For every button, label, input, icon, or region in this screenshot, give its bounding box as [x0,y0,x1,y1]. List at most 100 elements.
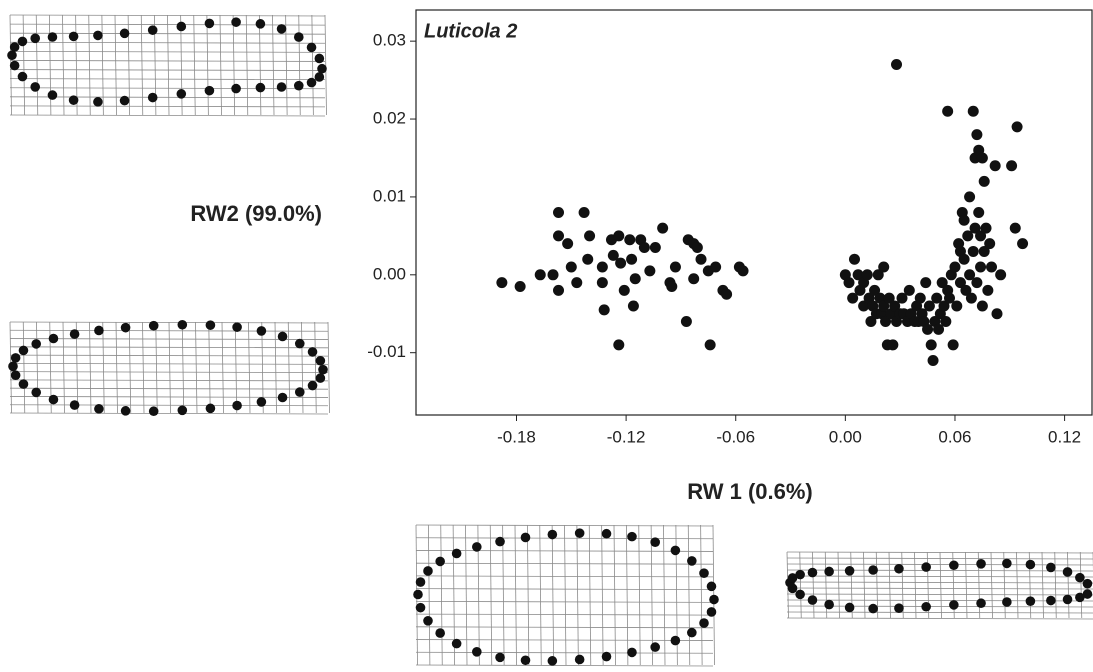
point [973,207,985,218]
landmark [795,569,805,580]
landmark [670,635,681,646]
landmark [232,400,242,411]
grid-rule [245,14,249,116]
point [629,273,641,285]
point [688,273,700,285]
grid-rule [195,321,198,414]
landmark [94,325,104,336]
point [865,316,877,328]
landmark [93,30,103,41]
landmark [276,24,287,34]
point [547,269,559,281]
point [978,175,990,187]
point [991,308,1003,320]
grid-rule [36,321,39,414]
grid-rule [9,87,326,90]
grid-rule [415,639,714,641]
grid-rule [415,575,714,578]
landmark [894,603,904,613]
grid-rule [564,524,567,666]
point [903,284,915,296]
point [872,269,884,281]
deformation-grid [413,524,719,667]
point [938,300,950,312]
landmark [1046,595,1056,606]
landmark [18,345,29,356]
grid-rule [9,105,326,108]
landmark [231,17,241,27]
landmark [119,28,130,39]
point [596,261,608,273]
landmark [255,19,266,29]
landmark [423,566,433,576]
grid-rule [427,524,431,666]
grid-rule [9,362,329,365]
point [887,339,899,351]
grid-rule [35,14,39,116]
grid-rule [9,396,329,398]
grid-rule [232,14,236,116]
point [940,316,952,328]
grid-rule [248,321,251,414]
point [534,269,546,281]
grid-rule [9,69,326,71]
y-axis-label: RW2 (99.0%) [190,201,322,226]
grid-rule [786,557,1093,560]
grid-rule [1041,551,1044,619]
grid-rule [22,321,26,414]
landmark [315,355,326,366]
landmark [30,82,41,92]
point [695,253,707,265]
landmark [472,542,482,552]
point [565,261,577,273]
point [982,284,994,296]
grid-rule [1067,551,1070,619]
landmark [47,90,58,100]
grid-rule [88,14,91,116]
grid-rule [415,664,714,667]
x-tick-label: 0.00 [829,427,862,446]
grid-rule [9,23,326,26]
landmark [1075,592,1085,603]
x-tick-label: -0.12 [607,427,646,446]
grid-rule [114,14,117,116]
point [980,222,992,234]
landmark [276,82,287,92]
grid-rule [888,551,891,619]
grid-rule [786,617,1093,620]
landmark [9,60,20,71]
grid-rule [588,524,592,666]
landmark [844,602,855,613]
landmark [699,618,709,628]
x-tick-label: -0.18 [497,427,536,446]
y-tick-label: 0.02 [373,109,406,128]
landmark [231,83,241,94]
landmark [256,397,267,407]
landmark [699,568,709,578]
plot-frame [415,9,1093,416]
grid-rule [9,329,329,332]
landmark [30,33,41,44]
grid-rule [314,321,317,414]
landmark [69,329,80,339]
grid-rule [415,562,714,565]
grid-rule [638,524,641,666]
grid-rule [9,96,326,99]
point [861,269,873,281]
landmark [177,319,188,330]
grid-rule [687,524,691,666]
point [649,242,661,254]
point [584,230,596,242]
grid-rule [193,14,196,116]
landmark [7,50,17,61]
grid-rule [502,524,505,666]
grid-rule [786,593,1093,596]
grid-rule [415,626,714,629]
point [883,292,895,304]
landmark [306,42,317,53]
grid-rule [9,338,329,340]
point [627,300,639,312]
point [666,280,678,292]
grid-rule [786,575,1093,578]
point [848,253,860,265]
